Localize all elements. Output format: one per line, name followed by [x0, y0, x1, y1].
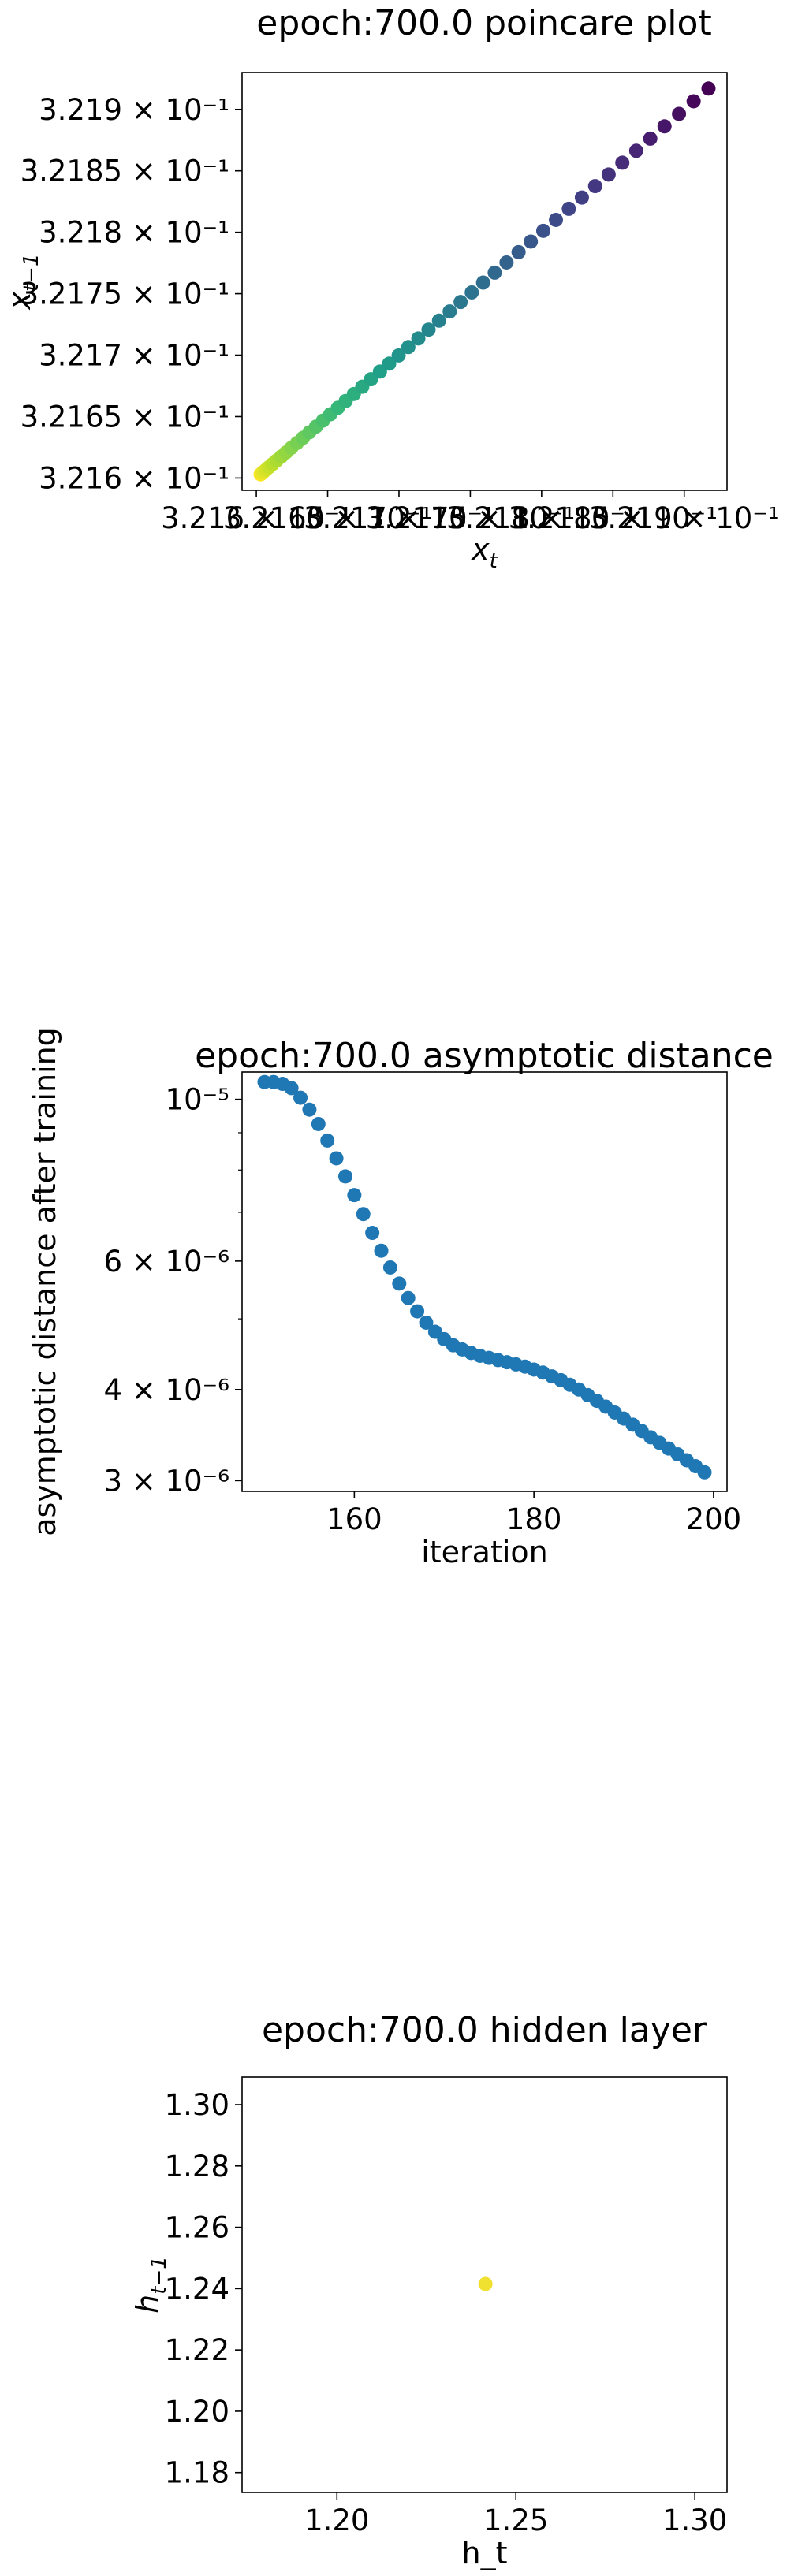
data-point	[365, 1226, 380, 1241]
y-axis-label: xt−1	[2, 253, 43, 310]
y-tick-label: 1.24	[165, 2272, 229, 2306]
data-point	[499, 255, 514, 270]
x-tick-label: 3.2185 × 10⁻¹	[509, 501, 718, 535]
x-tick-label: 1.20	[304, 2503, 369, 2537]
x-tick-label: 200	[686, 1502, 742, 1536]
data-point	[524, 234, 539, 249]
data-point	[464, 285, 479, 300]
data-point	[337, 1169, 352, 1184]
x-tick-label: 1.30	[662, 2503, 727, 2537]
data-point	[401, 1290, 416, 1305]
y-tick-label: 10⁻⁵	[166, 1083, 229, 1117]
data-point	[478, 2276, 493, 2291]
y-tick-label: 1.26	[165, 2211, 229, 2245]
x-tick-label: 3.219 × 10⁻¹	[589, 501, 780, 535]
x-tick-label: 3.216 × 10⁻¹	[161, 501, 352, 535]
x-tick-label: 1.25	[483, 2503, 548, 2537]
data-point	[672, 106, 687, 121]
data-point	[391, 348, 406, 363]
x-tick-label: 160	[326, 1502, 382, 1536]
plot-frame	[241, 2076, 728, 2493]
data-point	[347, 1188, 362, 1203]
data-point	[302, 1102, 317, 1117]
data-point	[475, 275, 490, 290]
y-tick-label: 4 × 10⁻⁶	[103, 1373, 229, 1407]
data-point	[401, 340, 416, 355]
data-point	[511, 244, 526, 259]
y-axis-label: ht−1	[130, 2256, 171, 2314]
x-tick-label: 3.217 × 10⁻¹	[304, 501, 494, 535]
chart-title: epoch:700.0 asymptotic distance	[195, 1036, 774, 1076]
data-point	[284, 1081, 299, 1096]
data-point	[392, 1276, 407, 1291]
data-point	[686, 94, 701, 109]
y-tick-label: 3.217 × 10⁻¹	[39, 339, 229, 373]
x-tick-label: 3.218 × 10⁻¹	[446, 501, 637, 535]
y-tick-label: 1.28	[165, 2150, 229, 2183]
data-point	[601, 167, 616, 182]
data-point	[535, 223, 550, 238]
data-point	[411, 331, 426, 346]
plot-frame	[241, 72, 728, 491]
y-tick-label: 1.22	[165, 2333, 229, 2367]
data-point	[372, 364, 387, 379]
data-point	[561, 201, 576, 216]
data-point	[615, 155, 630, 170]
data-point	[628, 143, 643, 158]
x-axis-label: h_t	[462, 2536, 508, 2570]
data-point	[549, 212, 564, 227]
data-point	[374, 1243, 389, 1258]
y-tick-label: 3.2165 × 10⁻¹	[21, 400, 229, 434]
data-point	[410, 1304, 425, 1319]
data-point	[293, 1090, 308, 1105]
data-point	[487, 265, 502, 280]
x-axis-label: xt	[471, 532, 498, 573]
y-tick-label: 3.2185 × 10⁻¹	[21, 154, 229, 188]
chart-title: epoch:700.0 poincare plot	[256, 3, 711, 43]
data-point	[442, 304, 457, 319]
y-tick-label: 3.219 × 10⁻¹	[39, 93, 229, 127]
y-tick-label: 3 × 10⁻⁶	[103, 1464, 229, 1498]
data-point	[329, 1151, 344, 1166]
x-axis-label: iteration	[421, 1535, 548, 1569]
data-point	[701, 81, 716, 96]
x-tick-label: 3.2175 × 10⁻¹	[366, 501, 575, 535]
chart-title: epoch:700.0 hidden layer	[262, 2010, 707, 2050]
data-point	[431, 313, 446, 328]
x-tick-label: 3.2165 × 10⁻¹	[223, 501, 432, 535]
y-tick-label: 1.18	[165, 2456, 229, 2490]
data-point	[356, 1207, 371, 1222]
data-point	[587, 179, 602, 194]
data-point	[453, 295, 468, 310]
chart-3: epoch:700.0 hidden layer 1.18 1.20 1.22 1.24…	[130, 2010, 728, 2570]
chart-2: epoch:700.0 asymptotic distance 3 × 10⁻⁶ 4…	[28, 1027, 774, 1569]
data-point	[421, 322, 436, 337]
data-point	[419, 1315, 434, 1330]
y-tick-label: 1.30	[165, 2088, 229, 2122]
data-point	[643, 131, 658, 146]
y-axis-label: asymptotic distance after training	[28, 1027, 62, 1536]
plot-frame	[241, 1071, 728, 1492]
data-point	[382, 1260, 397, 1275]
y-tick-label: 3.2175 × 10⁻¹	[21, 277, 229, 311]
data-point	[320, 1133, 335, 1148]
y-tick-label: 1.20	[165, 2395, 229, 2429]
y-tick-label: 3.216 × 10⁻¹	[39, 461, 229, 495]
y-tick-label: 6 × 10⁻⁶	[103, 1245, 229, 1279]
y-tick-label: 3.218 × 10⁻¹	[39, 216, 229, 250]
data-point	[697, 1465, 712, 1480]
data-point	[311, 1116, 326, 1131]
data-point	[657, 119, 672, 134]
data-point	[382, 356, 397, 371]
x-tick-label: 180	[506, 1502, 562, 1536]
data-point	[574, 190, 589, 205]
